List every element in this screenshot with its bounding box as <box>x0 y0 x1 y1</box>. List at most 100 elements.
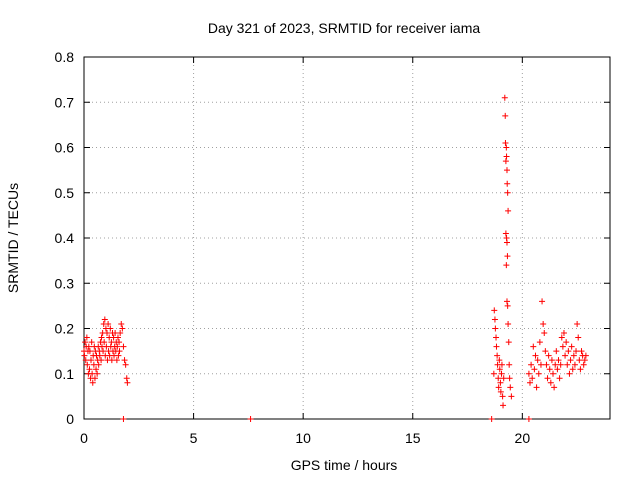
data-point <box>506 375 513 382</box>
data-point <box>120 416 127 422</box>
data-point <box>546 366 553 373</box>
x-tick-label: 15 <box>405 430 421 446</box>
data-point <box>94 370 101 377</box>
data-point <box>89 379 96 386</box>
data-point <box>564 361 571 368</box>
data-point <box>496 357 503 364</box>
y-tick-label: 0.7 <box>55 94 75 110</box>
x-tick-label: 20 <box>515 430 531 446</box>
data-point <box>528 361 535 368</box>
data-point <box>86 348 93 355</box>
data-point <box>500 402 507 409</box>
data-point <box>496 366 503 373</box>
grid <box>84 57 610 419</box>
data-point <box>119 325 126 332</box>
data-point <box>525 416 532 422</box>
data-point <box>488 416 495 422</box>
data-point <box>536 339 543 346</box>
data-point <box>118 320 125 327</box>
data-point <box>556 375 563 382</box>
data-point <box>96 352 103 359</box>
data-point <box>502 158 509 165</box>
data-point <box>544 375 551 382</box>
data-point <box>85 343 92 350</box>
data-point <box>83 334 90 341</box>
data-point <box>547 379 554 386</box>
data-point <box>560 330 567 337</box>
data-point <box>569 366 576 373</box>
data-point <box>553 348 560 355</box>
data-point <box>565 348 572 355</box>
data-point <box>121 357 128 364</box>
data-point <box>566 370 573 377</box>
data-point <box>534 357 541 364</box>
data-point <box>504 189 511 196</box>
data-point <box>502 112 509 119</box>
data-point <box>530 343 537 350</box>
data-point <box>494 352 501 359</box>
data-point <box>82 339 89 346</box>
data-point <box>495 375 502 382</box>
data-point <box>107 325 114 332</box>
data-point <box>116 348 123 355</box>
data-point <box>539 298 546 305</box>
data-point <box>123 375 130 382</box>
y-tick-label: 0.4 <box>55 230 75 246</box>
data-point <box>114 334 121 341</box>
data-point <box>88 357 95 364</box>
data-point <box>541 330 548 337</box>
data-point <box>527 379 534 386</box>
data-point <box>117 330 124 337</box>
data-point <box>98 357 105 364</box>
data-point <box>82 357 89 364</box>
data-point <box>122 361 129 368</box>
y-tick-label: 0.5 <box>55 185 75 201</box>
data-point <box>493 334 500 341</box>
data-point <box>551 384 558 391</box>
data-point <box>554 366 561 373</box>
data-point <box>573 348 580 355</box>
data-point <box>113 357 120 364</box>
y-tick-label: 0 <box>66 411 74 427</box>
data-point <box>500 375 507 382</box>
data-point <box>578 348 585 355</box>
data-point <box>115 352 122 359</box>
data-point <box>574 320 581 327</box>
data-point <box>100 348 107 355</box>
data-point <box>529 375 536 382</box>
data-point <box>116 339 123 346</box>
data-point <box>558 334 565 341</box>
x-axis-label: GPS time / hours <box>291 457 398 473</box>
data-point <box>503 298 510 305</box>
data-point <box>577 366 584 373</box>
data-point <box>503 153 510 160</box>
data-point <box>491 307 498 314</box>
data-point <box>506 361 513 368</box>
data-point <box>543 361 550 368</box>
data-point <box>555 357 562 364</box>
data-point <box>532 352 539 359</box>
y-ticks: 0 0.1 0.2 0.3 0.4 0.5 0.6 0.7 0.8 <box>55 49 610 427</box>
data-point <box>567 357 574 364</box>
data-point <box>505 207 512 214</box>
data-point <box>88 339 95 346</box>
data-point <box>540 320 547 327</box>
data-point <box>504 180 511 187</box>
y-tick-label: 0.1 <box>55 366 75 382</box>
data-point <box>502 139 509 146</box>
data-point <box>505 339 512 346</box>
data-point <box>525 370 532 377</box>
data-point <box>95 361 102 368</box>
data-point <box>507 384 514 391</box>
data-point <box>105 320 112 327</box>
data-point <box>81 352 88 359</box>
data-point <box>542 348 549 355</box>
data-point <box>568 343 575 350</box>
data-point <box>531 366 538 373</box>
data-point <box>575 334 582 341</box>
y-tick-label: 0.6 <box>55 140 75 156</box>
data-point <box>562 352 569 359</box>
y-tick-label: 0.2 <box>55 321 75 337</box>
data-point <box>504 253 511 260</box>
y-axis-label: SRMTID / TECUs <box>5 183 21 293</box>
